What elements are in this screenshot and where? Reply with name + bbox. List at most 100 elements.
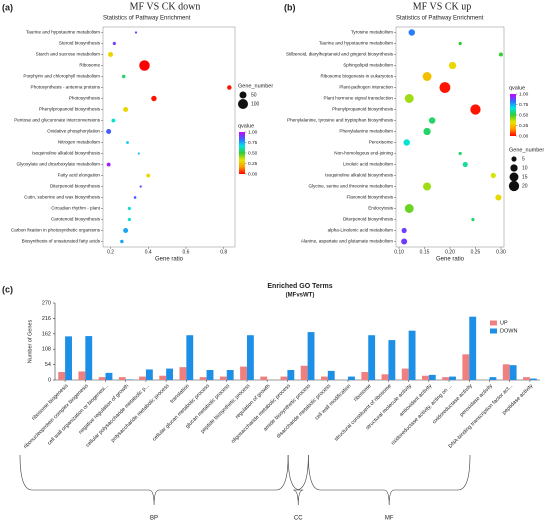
group-label: MF [385, 516, 394, 522]
size-legend-mark [508, 180, 520, 192]
x-axis-label: Gene ratio [436, 257, 465, 263]
bar [509, 365, 517, 380]
y-tick-label: 162 [42, 331, 51, 337]
legend-swatch [490, 328, 497, 334]
bubble [134, 31, 138, 34]
group-label: CC [294, 516, 303, 522]
y-tick-label: Flavonoid biosynthesis [347, 195, 394, 200]
bar [462, 354, 470, 380]
y-tick-label: 216 [42, 316, 51, 322]
bar [502, 364, 510, 380]
bubble [126, 141, 129, 144]
bubble [439, 82, 451, 93]
y-tick-label: Isoquinoline alkaloid biosynthesis [325, 173, 394, 178]
chart-title: Enriched GO Terms [267, 283, 332, 290]
colorbar-tick-label: 0.00 [248, 171, 258, 177]
bar [381, 374, 389, 380]
size-legend-title: Gene_number [509, 147, 544, 153]
bar [287, 370, 295, 380]
size-legend-label: 15 [522, 174, 528, 180]
bar [428, 374, 436, 380]
bubble [139, 60, 150, 71]
y-tick-label: Alanine, aspartate and glutamate metabol… [301, 239, 393, 244]
bubble [490, 172, 496, 179]
bar [98, 377, 106, 380]
bubble [139, 185, 142, 188]
bar [85, 336, 93, 380]
y-tick-label: Pentose and glucuronate interconversions [14, 118, 101, 123]
y-tick-label: Phenylpropanoid biosynthesis [332, 107, 394, 112]
bubble [498, 52, 503, 57]
y-tick-label: Phenylpropanoid biosynthesis [39, 107, 101, 112]
bar [159, 375, 167, 380]
bubble [146, 173, 151, 178]
chart-title: MF VS CK up [413, 1, 471, 12]
y-tick-label: Phenylalanine metabolism [339, 129, 393, 134]
bubble [127, 217, 131, 222]
y-tick-label: Nitrogen metabolism [58, 140, 100, 145]
y-tick-label: Circadian rhythm - plant [51, 206, 100, 211]
bubble [227, 85, 232, 90]
y-tick-label: Taurine and hypotaurine metabolism [26, 30, 100, 35]
bubble [106, 129, 112, 134]
y-tick-label: Oxidative phosphorylation [47, 129, 100, 134]
colorbar-tick-label: 0.50 [248, 150, 258, 156]
bar [226, 370, 234, 380]
y-tick-label: Carotenoid biosynthesis [51, 217, 101, 222]
y-tick-label: 0 [48, 377, 51, 383]
x-tick-label: 0.8 [220, 249, 227, 255]
bubble [404, 204, 414, 213]
y-tick-label: Taurine and hypotaurine metabolism [319, 41, 393, 46]
bar [348, 376, 355, 380]
colorbar-tick-label: 0.75 [248, 140, 258, 146]
bar [300, 365, 308, 380]
bar [260, 376, 268, 380]
bubble [133, 196, 137, 199]
colorbar-tick-label: 0.50 [519, 112, 529, 118]
group-label: BP [150, 516, 158, 522]
y-tick-label: Steroid biosynthesis [59, 41, 101, 46]
bar [65, 336, 72, 380]
bar [469, 316, 477, 380]
size-legend-label: 50 [251, 92, 257, 98]
y-tick-label: Non-homologous end-joining [334, 151, 393, 156]
bubble [123, 107, 129, 112]
y-tick-label: Photosynthesis [69, 96, 101, 101]
bubble [403, 139, 410, 146]
y-tick-label: Glyoxylate and dicarboxylate metabolism [17, 162, 101, 167]
bubble [401, 238, 408, 245]
chart-subtitle: Statistics of Pathway Enrichment [396, 16, 484, 22]
y-tick-label: Photosynthesis - antenna proteins [31, 85, 101, 90]
x-tick-label: 0.15 [420, 249, 430, 255]
bar [449, 376, 456, 380]
bar [58, 372, 66, 380]
size-legend-mark [510, 164, 518, 172]
y-tick-label: 54 [45, 362, 51, 368]
y-tick-label: Isoquinoline alkaloid biosynthesis [32, 151, 101, 156]
y-tick-label: Cutin, suberine and wax biosynthesis [24, 195, 101, 200]
x-tick-label: cell wall modification [314, 383, 352, 421]
bar [219, 376, 227, 380]
bar [388, 340, 396, 380]
size-legend-label: 20 [522, 183, 528, 189]
colorbar-tick-label: 0.00 [519, 133, 529, 139]
y-tick-label: Stilbenoid, diarylheptanoid and gingerol… [286, 52, 394, 57]
bubble [422, 72, 432, 81]
y-tick-label: Fatty acid elongation [58, 173, 101, 178]
x-tick-label: 0.25 [471, 249, 481, 255]
bar [139, 376, 146, 380]
bubble [458, 41, 462, 46]
bar [118, 377, 126, 380]
bubble [151, 95, 157, 102]
bar [421, 375, 429, 380]
y-tick-label: 270 [42, 300, 51, 306]
bar [280, 376, 288, 380]
y-tick-label: Plant hormone signal transduction [324, 96, 394, 101]
colorbar [239, 132, 245, 174]
legend-label: UP [500, 320, 508, 326]
x-axis-label: Gene ratio [155, 257, 184, 263]
bar [125, 379, 133, 380]
y-tick-label: Ribosome biogenesis in eukaryotes [320, 74, 393, 79]
x-tick-label: 0.6 [182, 249, 189, 255]
bar [186, 335, 194, 380]
